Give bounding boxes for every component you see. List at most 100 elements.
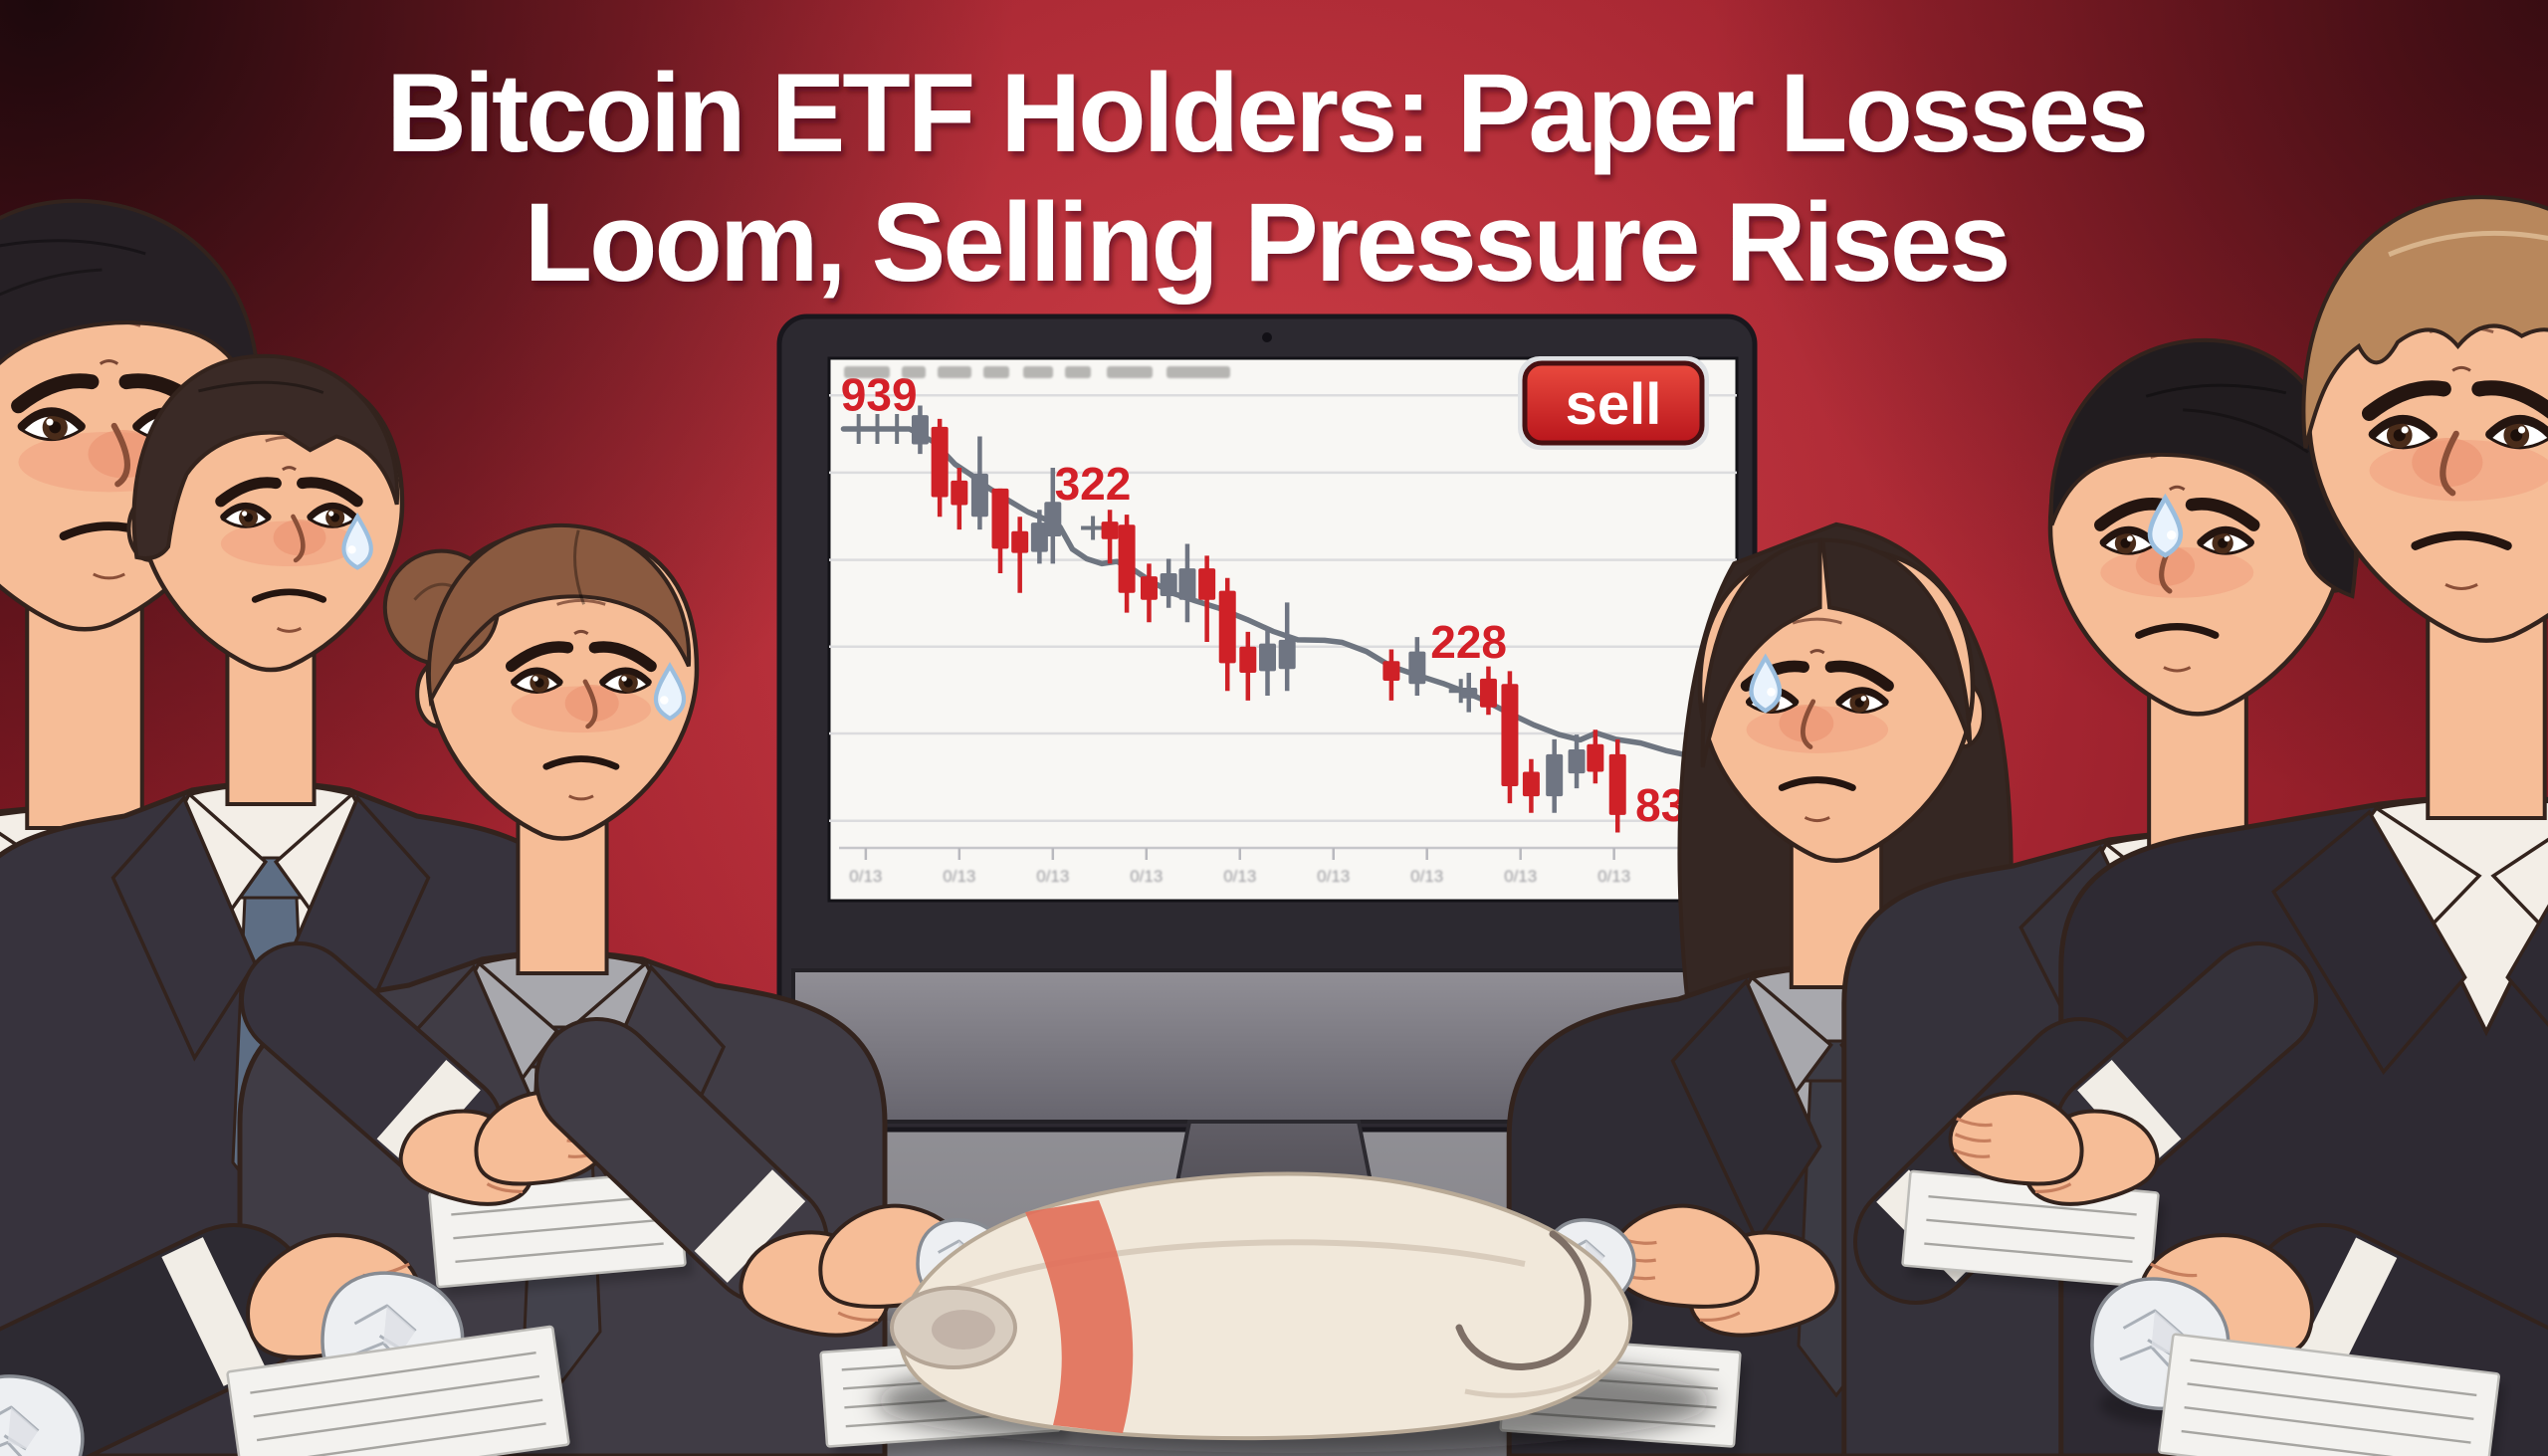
eye-glint [46,418,54,426]
eyebrow-right [588,641,657,673]
document-line [2187,1382,2474,1420]
x-tick-label: 0/13 [1036,867,1069,886]
candle-body [1140,576,1158,600]
toolbar-item [938,366,971,378]
candle-body [991,488,1009,549]
finger-line [2034,1182,2072,1193]
hair [131,353,400,560]
eyebrow-left [215,477,282,508]
eyebrow-left [11,373,100,414]
document-line [256,1398,543,1442]
eye-glint [2126,535,2133,542]
table-items [0,941,2548,1456]
towel-roll-shade [1464,1368,1602,1398]
finger-line [1953,1148,1991,1158]
eyelid [1835,687,1889,706]
price-label: 322 [1055,458,1132,510]
candle-body [1101,521,1119,539]
sweat-drop-icon [653,662,687,722]
candle-body [931,426,949,498]
chart-toolbar [844,366,1230,378]
sell-button[interactable]: sell [1518,356,1709,450]
sweat-drop-icon [1749,653,1783,714]
hair [2048,338,2358,599]
candle-body [1160,572,1177,596]
eyebrow-left [2185,498,2260,531]
head [1697,537,1986,864]
hand [1948,1090,2084,1186]
lapel-left [110,794,258,1062]
x-tick-label: 0/13 [1223,867,1256,886]
toolbar-item [902,366,926,378]
eyelid [599,667,652,686]
towel [876,1171,1712,1453]
head [2047,338,2359,717]
chin-line [276,626,303,633]
price-label: 228 [1430,616,1507,668]
eyelid [2197,525,2254,546]
candle-body [1460,688,1478,699]
mouth-frown [542,755,620,770]
eyelid [2485,415,2548,439]
document-line [2181,1429,2468,1456]
hair-strand [2145,383,2287,398]
candle-body [1546,753,1564,797]
hair-front [1700,537,1822,768]
x-tick-label: 0/13 [943,867,975,886]
nose [291,514,306,563]
document-line [2190,1358,2477,1397]
document-paper [226,1325,578,1456]
candle-body [1522,771,1540,797]
toolbar-item [1065,366,1091,378]
mouth-frown [2135,622,2220,639]
hair-part-line [573,529,586,605]
candle-body [911,415,929,445]
worry-line [573,629,589,636]
hair [2301,195,2548,449]
eyelid [2368,415,2439,439]
lapel-left [2271,809,2467,1075]
eyebrow-right [2361,380,2451,422]
shirt-cuff [161,1237,266,1386]
eyelid [307,502,358,520]
x-tick-label: 0/13 [849,867,882,886]
candle-body [1408,651,1426,685]
worry-line [2169,485,2186,492]
candle-body [1479,678,1497,708]
toolbar-item [1167,366,1230,378]
sell-button-face [1522,360,1705,446]
worry-line [2451,365,2471,372]
nose [2440,430,2459,497]
candle-body [1044,502,1062,537]
candle-body [1587,743,1604,772]
towel-opening-inner [932,1310,995,1350]
eye-glint [2224,535,2230,542]
toolbar-item [1023,366,1053,378]
chin-line [2163,666,2192,673]
eye-glint [2401,426,2409,434]
sweat-drop-icon [341,512,373,570]
worry-line [1809,649,1825,655]
candle-body [1258,643,1276,672]
mouth-frown [251,588,327,603]
toolbar-item [844,366,890,378]
x-tick-label: 0/13 [1504,867,1537,886]
head [382,523,700,841]
candle-body [970,473,988,518]
toolbar-item [1107,366,1153,378]
webcam-icon [1262,332,1272,342]
headline-line-2: Loom, Selling Pressure Rises [525,180,2009,305]
x-tick-label: 0/13 [1597,867,1630,886]
hair-front [1820,537,1973,744]
hair [427,523,692,708]
document-line [1924,1242,2133,1264]
document-line [250,1351,536,1394]
document-line [253,1374,540,1418]
document-line [1926,1218,2135,1240]
ma-line [840,426,1708,759]
worry-line [99,359,119,365]
hair-strand [198,380,324,394]
head [126,353,405,673]
